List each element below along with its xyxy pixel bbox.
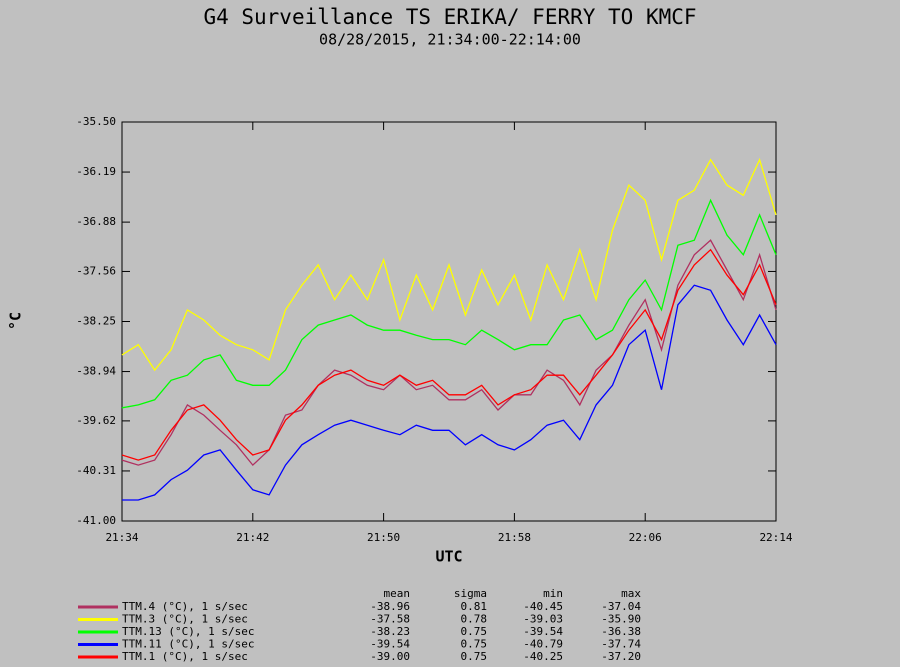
series-line (121, 157, 777, 372)
chart-title: G4 Surveillance TS ERIKA/ FERRY TO KMCF (203, 5, 696, 29)
legend-stat: -39.03 (523, 613, 563, 626)
legend-stat: -37.04 (601, 600, 641, 613)
series-line (122, 284, 777, 501)
legend-stat: -39.54 (523, 625, 563, 638)
y-tick-label: -36.88 (76, 215, 116, 228)
legend-stat: -37.20 (601, 650, 641, 663)
series-line (121, 248, 777, 461)
legend-stat: -40.25 (523, 650, 563, 663)
legend-stat: -35.90 (601, 613, 641, 626)
legend-header: sigma (454, 587, 487, 600)
legend-label: TTM.3 (°C), 1 s/sec (122, 613, 248, 626)
y-axis-label: °C (7, 312, 25, 330)
y-tick-label: -36.19 (76, 165, 116, 178)
legend-stat: -37.58 (370, 613, 410, 626)
legend-stat: -38.23 (370, 625, 410, 638)
y-tick-label: -39.62 (76, 414, 116, 427)
series-line (121, 198, 777, 409)
legend-label: TTM.11 (°C), 1 s/sec (122, 638, 254, 651)
legend-header: mean (384, 587, 411, 600)
x-tick-label: 22:14 (759, 531, 792, 544)
x-tick-label: 21:50 (367, 531, 400, 544)
y-tick-label: -37.56 (76, 264, 116, 277)
chart-subtitle: 08/28/2015, 21:34:00-22:14:00 (319, 31, 581, 49)
y-tick-label: -40.31 (76, 464, 116, 477)
legend-label: TTM.13 (°C), 1 s/sec (122, 625, 254, 638)
x-tick-label: 22:06 (629, 531, 662, 544)
legend-stat: -40.79 (523, 638, 563, 651)
y-tick-label: -41.00 (76, 514, 116, 527)
x-tick-label: 21:34 (105, 531, 138, 544)
legend-stat: -39.54 (370, 638, 410, 651)
x-axis-label: UTC (435, 548, 462, 566)
legend-stat: 0.78 (461, 613, 488, 626)
legend-stat: -39.00 (370, 650, 410, 663)
y-tick-label: -35.50 (76, 115, 116, 128)
legend-stat: -36.38 (601, 625, 641, 638)
legend-label: TTM.4 (°C), 1 s/sec (122, 600, 248, 613)
y-tick-label: -38.94 (76, 365, 116, 378)
series-line (121, 239, 777, 467)
legend-stat: -38.96 (370, 600, 410, 613)
legend-header: max (621, 587, 641, 600)
legend-stat: -40.45 (523, 600, 563, 613)
legend-stat: 0.75 (461, 625, 488, 638)
x-tick-label: 21:58 (498, 531, 531, 544)
legend-header: min (543, 587, 563, 600)
y-tick-label: -38.25 (76, 315, 116, 328)
legend-label: TTM.1 (°C), 1 s/sec (122, 650, 248, 663)
legend-stat: 0.81 (461, 600, 488, 613)
x-tick-label: 21:42 (236, 531, 269, 544)
legend-stat: 0.75 (461, 638, 488, 651)
legend-stat: 0.75 (461, 650, 488, 663)
legend-stat: -37.74 (601, 638, 641, 651)
